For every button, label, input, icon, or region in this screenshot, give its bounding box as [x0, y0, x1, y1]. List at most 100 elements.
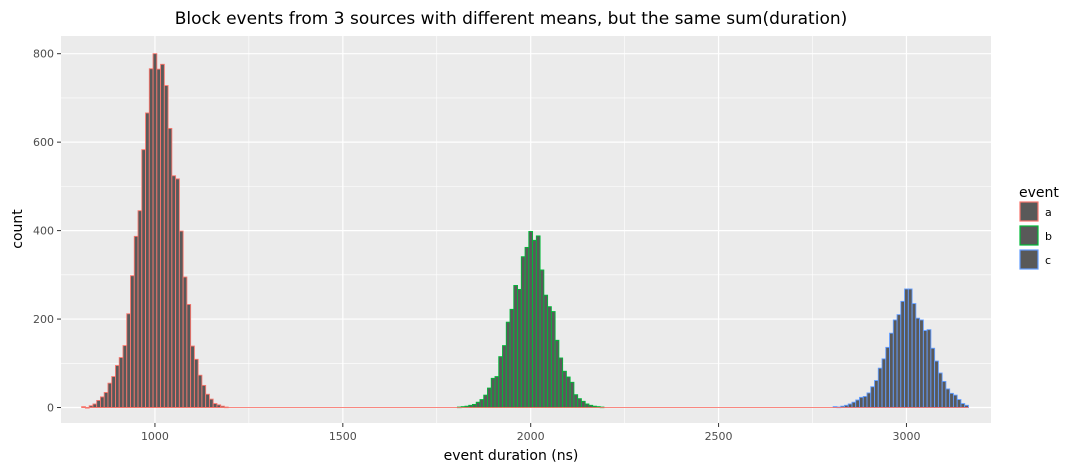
histogram-bar-b: [502, 345, 507, 408]
histogram-bar-c: [956, 399, 962, 408]
histogram-bar-a: [197, 374, 203, 408]
histogram-bar-b: [517, 288, 522, 408]
histogram-bars: [81, 53, 969, 409]
histogram-bar-c: [915, 317, 921, 408]
legend-key-b: [1019, 225, 1039, 246]
histogram-bar-c: [945, 388, 951, 408]
histogram-bar-a: [100, 396, 105, 408]
histogram-bar-a: [103, 392, 109, 408]
histogram-bar-b: [483, 394, 488, 408]
legend-key-c: [1019, 249, 1039, 270]
histogram-bar-a: [130, 275, 135, 408]
histogram-bar-c: [889, 332, 894, 408]
histogram-bar-c: [919, 319, 924, 408]
histogram-bar-a: [122, 345, 128, 408]
histogram-bar-b: [539, 269, 545, 408]
histogram-bar-c: [922, 330, 928, 408]
histogram-bar-b: [558, 357, 564, 408]
y-axis-title: count: [10, 209, 26, 249]
histogram-bar-a: [175, 178, 180, 408]
histogram-bar-c: [937, 372, 943, 408]
histogram-bar-c: [900, 300, 906, 408]
histogram-bar-b: [528, 231, 534, 408]
histogram-bar-a: [160, 63, 165, 408]
histogram-bar-b: [554, 339, 560, 408]
legend: event abc: [1019, 185, 1059, 270]
histogram-bar-b: [490, 377, 496, 408]
histogram-bar-c: [934, 360, 939, 408]
x-tick-label: 1000: [141, 430, 169, 443]
histogram-bar-c: [862, 396, 868, 408]
histogram-bar-c: [896, 314, 902, 408]
x-tick-label: 2000: [517, 430, 545, 443]
histogram-bar-b: [535, 235, 541, 408]
histogram-bar-a: [167, 127, 173, 408]
histogram-bar-a: [133, 235, 139, 408]
histogram-bar-a: [182, 276, 188, 408]
histogram-bar-a: [186, 304, 192, 408]
histogram-bar-b: [472, 403, 477, 408]
histogram-bar-c: [881, 358, 887, 408]
histogram-bar-b: [543, 294, 549, 408]
histogram-bar-a: [115, 365, 120, 408]
histogram-bar-c: [930, 347, 936, 408]
histogram-bar-a: [137, 210, 143, 408]
histogram-bar-a: [148, 68, 154, 408]
histogram-bar-b: [509, 308, 515, 408]
y-tick-label: 800: [33, 48, 54, 61]
histogram-bar-b: [475, 401, 481, 408]
axis-ticks: [57, 53, 907, 427]
histogram-bar-b: [573, 394, 579, 408]
y-tick-label: 600: [33, 136, 54, 149]
legend-title: event: [1019, 185, 1059, 201]
histogram-bar-b: [562, 370, 567, 408]
histogram-bar-b: [580, 400, 586, 408]
histogram-bar-a: [190, 345, 195, 408]
histogram-bar-c: [851, 401, 857, 408]
histogram-bar-a: [107, 382, 113, 408]
histogram-bar-a: [152, 53, 158, 408]
histogram-bar-c: [911, 303, 917, 408]
histogram-bar-c: [874, 380, 879, 408]
histogram-bar-a: [126, 313, 131, 408]
histogram-bar-a: [163, 85, 169, 408]
histogram-bar-a: [96, 399, 101, 408]
histogram-bar-b: [479, 399, 485, 408]
histogram-bar-a: [205, 393, 210, 408]
histogram-bar-c: [859, 396, 864, 408]
legend-label-a: a: [1045, 206, 1052, 219]
histogram-bar-b: [520, 256, 526, 408]
x-tick-label: 3000: [892, 430, 920, 443]
histogram-bar-c: [907, 288, 913, 408]
histogram-bar-b: [565, 376, 571, 408]
histogram-bar-a: [92, 403, 98, 408]
histogram-bar-a: [178, 230, 184, 408]
histogram-bar-a: [145, 112, 150, 408]
histogram-bar-c: [885, 346, 890, 408]
histogram-bar-b: [513, 284, 518, 408]
histogram-bar-c: [960, 403, 966, 408]
histogram-bar-a: [156, 68, 162, 408]
histogram-bar-a: [171, 175, 177, 408]
histogram-bar-a: [208, 398, 214, 408]
histogram-bar-c: [949, 392, 954, 408]
histogram-bar-b: [494, 376, 500, 408]
axis-tick-labels: 1000 1500 2000 2500 3000 0 200 400 600 800: [33, 48, 920, 443]
histogram-bar-a: [141, 149, 146, 408]
x-axis-title: event duration (ns): [444, 448, 579, 464]
histogram-bar-c: [952, 394, 958, 408]
histogram-bar-a: [212, 403, 218, 408]
histogram-bar-c: [892, 319, 898, 408]
histogram-bar-b: [550, 311, 556, 408]
histogram-bar-b: [532, 239, 537, 408]
histogram-bar-b: [498, 356, 503, 408]
histogram-bar-b: [547, 306, 552, 408]
y-tick-label: 200: [33, 313, 54, 326]
x-tick-label: 1500: [329, 430, 357, 443]
legend-label-c: c: [1045, 254, 1051, 267]
histogram-bar-c: [870, 386, 875, 408]
histogram-bar-c: [847, 403, 853, 408]
legend-label-b: b: [1045, 230, 1052, 243]
histogram-bar-a: [118, 357, 124, 408]
